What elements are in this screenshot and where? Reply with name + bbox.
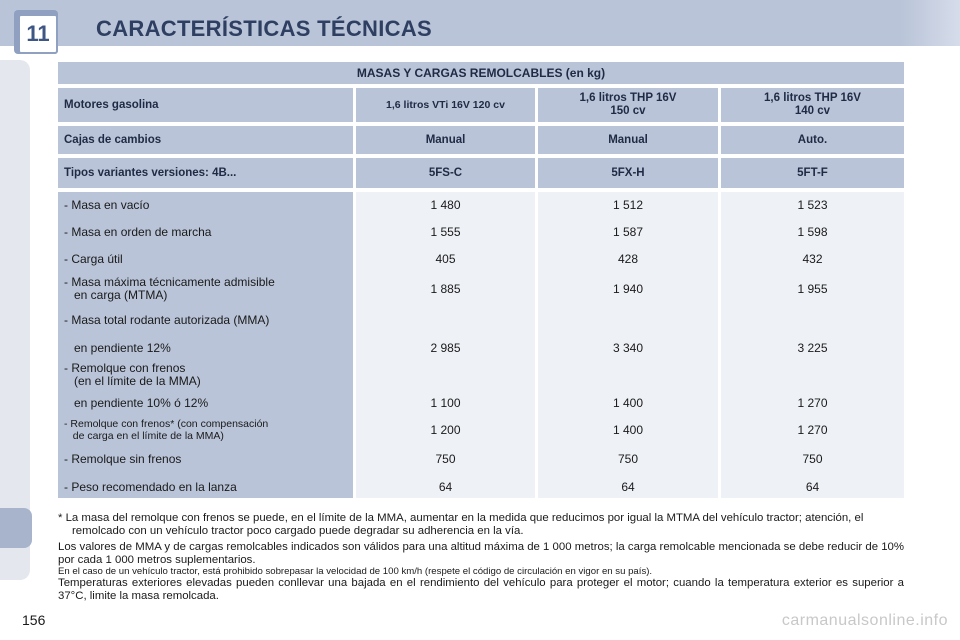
engine-row-label: Motores gasolina [58,88,353,122]
row-label: - Masa máxima técnicamente admisible en … [64,275,275,302]
value-cell: 64 [805,480,820,494]
row-label: - Peso recomendado en la lanza [64,480,237,494]
note-paragraph: En el caso de un vehículo tractor, está … [58,566,653,577]
engine-cell: 1,6 litros THP 16V 140 cv [721,88,904,122]
gearbox-row: Cajas de cambios Manual Manual Auto. [58,126,904,154]
engine-row: Motores gasolina 1,6 litros VTi 16V 120 … [58,88,904,122]
row-label: - Remolque con frenos (en el límite de l… [64,361,201,388]
header-band [0,0,960,46]
value-cell: 750 [802,452,823,466]
note-paragraph: Temperaturas exteriores elevadas pueden … [58,577,904,602]
page-title: CARACTERÍSTICAS TÉCNICAS [96,16,432,41]
header-band-fade [900,0,960,46]
gearbox-cell: Manual [356,126,535,154]
table-title: MASAS Y CARGAS REMOLCABLES (en kg) [58,62,904,84]
gearbox-cell: Auto. [721,126,904,154]
chapter-number: 11 [18,14,58,54]
row-label: - Remolque con frenos* (con compensación… [64,418,269,442]
value-cell: 2 985 [430,341,461,355]
value-cell: 1 480 [430,198,461,212]
value-cell: 1 200 [430,423,461,437]
gearbox-row-label: Cajas de cambios [58,126,353,154]
masses-table: MASAS Y CARGAS REMOLCABLES (en kg) Motor… [58,62,904,498]
value-cell: 1 598 [797,225,828,239]
variant-cell: 5FT-F [721,158,904,188]
label-column: - Masa en vacío - Masa en orden de march… [58,192,353,498]
side-tab [0,508,32,548]
row-label: - Remolque sin frenos [64,452,182,466]
engine-cell: 1,6 litros THP 16V 150 cv [538,88,718,122]
value-cell: 3 340 [612,341,644,355]
note-paragraph: Los valores de MMA y de cargas remolcabl… [58,541,904,566]
page-number: 156 [22,612,46,628]
row-label: - Masa total rodante autorizada (MMA) [64,313,270,327]
value-cell: 750 [435,452,456,466]
value-cell: 3 225 [797,341,828,355]
gearbox-cell: Manual [538,126,718,154]
row-label: - Masa en vacío [64,198,150,212]
value-column: 1 523 1 598 432 1 955 3 225 1 270 1 270 … [721,192,904,498]
variants-row: Tipos variantes versiones: 4B... 5FS-C 5… [58,158,904,188]
variant-cell: 5FX-H [538,158,718,188]
value-column: 1 480 1 555 405 1 885 2 985 1 100 1 200 … [356,192,535,498]
watermark: carmanualsonline.info [781,612,948,629]
value-cell: 64 [621,480,635,494]
value-column: 1 512 1 587 428 1 940 3 340 1 400 1 400 … [538,192,718,498]
row-label: - Carga útil [64,252,123,266]
row-label: en pendiente 12% [64,341,171,355]
side-strip [0,60,30,580]
value-cell: 1 940 [612,282,644,296]
row-label: en pendiente 10% ó 12% [64,396,209,410]
value-cell: 1 555 [430,225,461,239]
value-cell: 405 [435,252,456,266]
value-cell: 1 955 [797,282,828,296]
value-cell: 750 [617,452,639,466]
value-cell: 432 [802,252,823,266]
value-cell: 1 400 [612,396,644,410]
value-cell: 64 [438,480,453,494]
notes-section: * La masa del remolque con frenos se pue… [58,512,904,602]
value-cell: 1 270 [797,423,828,437]
footnote: * La masa del remolque con frenos se pue… [58,512,864,537]
value-cell: 1 512 [612,198,644,212]
table-body: - Masa en vacío - Masa en orden de march… [58,192,904,498]
row-label: - Masa en orden de marcha [64,225,212,239]
value-cell: 428 [617,252,639,266]
value-cell: 1 270 [797,396,828,410]
engine-cell: 1,6 litros VTi 16V 120 cv [356,88,535,122]
value-cell: 1 587 [612,225,644,239]
value-cell: 1 100 [430,396,461,410]
value-cell: 1 523 [797,198,828,212]
variants-row-label: Tipos variantes versiones: 4B... [58,158,353,188]
value-cell: 1 885 [430,282,461,296]
variant-cell: 5FS-C [356,158,535,188]
value-cell: 1 400 [612,423,644,437]
